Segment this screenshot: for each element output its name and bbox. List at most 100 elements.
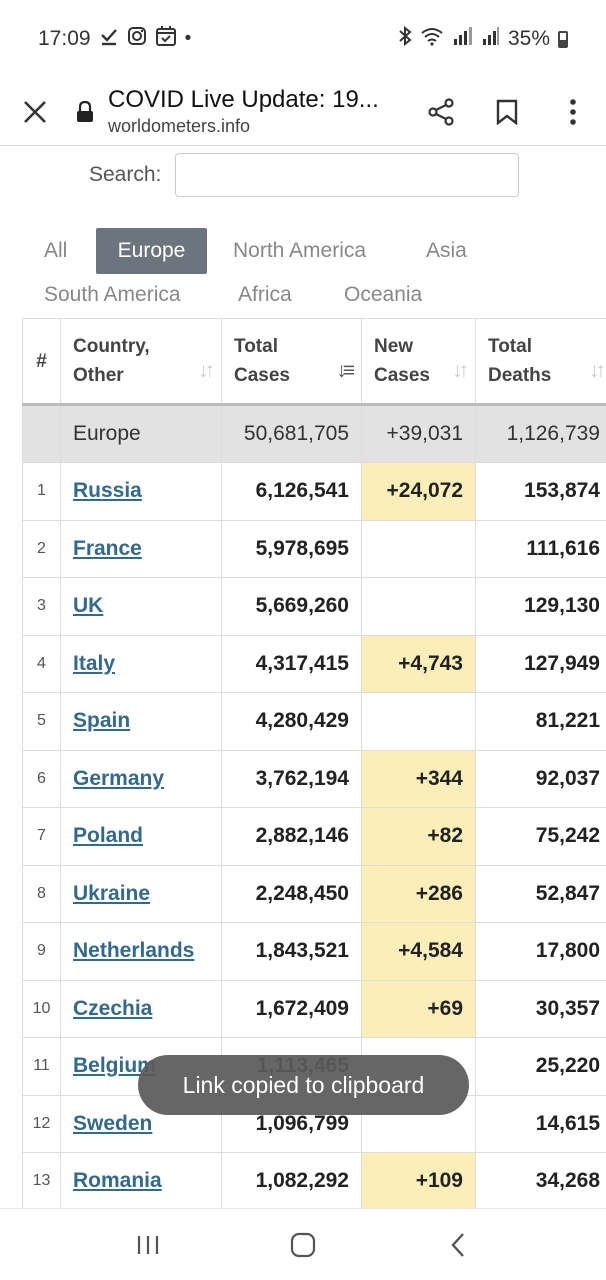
row-total-deaths-value: 153,874: [524, 479, 600, 503]
row-rank: 2: [22, 519, 61, 578]
row-country-cell: Poland: [60, 807, 222, 866]
page-title: COVID Live Update: 19...: [108, 86, 379, 113]
row-new-cases: +109: [361, 1152, 476, 1210]
row-rank: 4: [22, 634, 61, 693]
table-row: 1 Russia 6,126,541 +24,072 153,874: [22, 462, 606, 521]
header-new-cases[interactable]: New Cases ↓↑: [361, 318, 476, 405]
row-total-cases: 1,672,409: [221, 979, 362, 1038]
table-row: 9 Netherlands 1,843,521 +4,584 17,800: [22, 922, 606, 981]
toast-notification: Link copied to clipboard: [138, 1055, 469, 1115]
header-total-deaths-line2: Deaths: [488, 365, 552, 386]
row-total-deaths: 81,221: [475, 692, 606, 751]
country-link[interactable]: UK: [73, 594, 104, 618]
sort-descending-icon: ↓≡: [336, 359, 355, 382]
country-link[interactable]: France: [73, 536, 142, 560]
row-new-cases: +82: [361, 807, 476, 866]
row-rank: 13: [22, 1152, 61, 1210]
country-link[interactable]: Netherlands: [73, 939, 195, 963]
tab-oceania[interactable]: Oceania: [344, 283, 423, 306]
row-total-deaths: 34,268: [475, 1152, 606, 1210]
country-link[interactable]: Czechia: [73, 996, 153, 1020]
address-area[interactable]: COVID Live Update: 19... worldometers.in…: [100, 86, 408, 137]
recent-apps-icon: [137, 1235, 158, 1254]
row-total-cases: 3,762,194: [221, 749, 362, 808]
row-total-cases: 2,248,450: [221, 864, 362, 923]
back-button[interactable]: [418, 1215, 498, 1275]
tab-north-america[interactable]: North America: [233, 239, 367, 262]
row-new-cases: +344: [361, 749, 476, 808]
total-row-region: Europe: [60, 403, 222, 463]
recent-apps-button[interactable]: [108, 1215, 188, 1275]
bookmark-button[interactable]: [474, 78, 540, 146]
country-link[interactable]: Germany: [73, 766, 165, 790]
row-country-cell: Ukraine: [60, 864, 222, 923]
battery-percent: 35%: [507, 27, 550, 50]
bluetooth-icon: [398, 25, 412, 52]
header-total-cases[interactable]: Total Cases ↓≡: [221, 318, 362, 405]
row-new-cases: [361, 692, 476, 751]
total-row-rank: [22, 403, 61, 463]
country-link[interactable]: Ukraine: [73, 881, 151, 905]
country-link[interactable]: Poland: [73, 824, 144, 848]
country-link[interactable]: Belgium: [73, 1054, 156, 1078]
covid-table-container[interactable]: # Country, Other ↓↑ Total Cases ↓≡ New C…: [22, 318, 606, 1210]
row-rank: 6: [22, 749, 61, 808]
table-row: 2 France 5,978,695 111,616: [22, 519, 606, 578]
total-row-new-cases: +39,031: [361, 403, 476, 463]
row-total-deaths: 111,616: [475, 519, 606, 578]
header-total-deaths-line1: Total: [488, 336, 532, 357]
row-total-deaths-value: 34,268: [535, 1169, 600, 1193]
country-link[interactable]: Romania: [73, 1169, 162, 1193]
table-row: 4 Italy 4,317,415 +4,743 127,949: [22, 634, 606, 693]
row-total-cases: 5,669,260: [221, 577, 362, 636]
header-total-cases-line2: Cases: [234, 365, 290, 386]
status-time: 17:09: [38, 27, 91, 50]
tab-south-america[interactable]: South America: [44, 283, 181, 306]
header-new-cases-line2: Cases: [374, 365, 430, 386]
close-icon: [24, 100, 46, 123]
row-total-deaths-value: 30,357: [535, 996, 600, 1020]
row-country-cell: Spain: [60, 692, 222, 751]
more-options-button[interactable]: [540, 78, 606, 146]
signal-2-icon: [482, 26, 500, 52]
row-rank: 1: [22, 462, 61, 521]
share-button[interactable]: [408, 78, 474, 146]
download-done-icon: [99, 26, 119, 52]
battery-icon: [558, 30, 568, 48]
home-icon: [290, 1232, 316, 1257]
signal-icon: [452, 26, 474, 52]
tab-all[interactable]: All: [44, 239, 68, 262]
tab-africa[interactable]: Africa: [238, 283, 292, 306]
table-row: 3 UK 5,669,260 129,130: [22, 577, 606, 636]
country-link[interactable]: Sweden: [73, 1111, 153, 1135]
row-total-deaths-value: 92,037: [535, 766, 600, 790]
row-total-deaths: 17,800: [475, 922, 606, 981]
row-rank: 5: [22, 692, 61, 751]
country-link[interactable]: Russia: [73, 479, 142, 503]
back-chevron-icon: [451, 1232, 465, 1257]
row-new-cases: +24,072: [361, 462, 476, 521]
system-nav-bar: [0, 1208, 606, 1280]
row-total-deaths-value: 81,221: [535, 709, 600, 733]
tab-asia[interactable]: Asia: [426, 239, 467, 262]
country-link[interactable]: Spain: [73, 709, 131, 733]
close-button[interactable]: [0, 78, 70, 146]
row-rank: 7: [22, 807, 61, 866]
header-total-deaths[interactable]: Total Deaths ↓↑: [475, 318, 606, 405]
search-input[interactable]: [175, 153, 519, 197]
country-link[interactable]: Italy: [73, 651, 116, 675]
sort-icon: ↓↑: [452, 359, 469, 382]
row-rank: 8: [22, 864, 61, 923]
row-country-cell: Czechia: [60, 979, 222, 1038]
row-country-cell: Russia: [60, 462, 222, 521]
row-rank: 12: [22, 1094, 61, 1153]
header-total-cases-line1: Total: [234, 336, 278, 357]
row-total-cases: 1,082,292: [221, 1152, 362, 1210]
header-rank[interactable]: #: [22, 318, 61, 405]
header-country[interactable]: Country, Other ↓↑: [60, 318, 222, 405]
row-new-cases: +4,584: [361, 922, 476, 981]
tab-europe[interactable]: Europe: [96, 228, 207, 274]
row-new-cases: +286: [361, 864, 476, 923]
home-button[interactable]: [263, 1215, 343, 1275]
table-row: 8 Ukraine 2,248,450 +286 52,847: [22, 864, 606, 923]
